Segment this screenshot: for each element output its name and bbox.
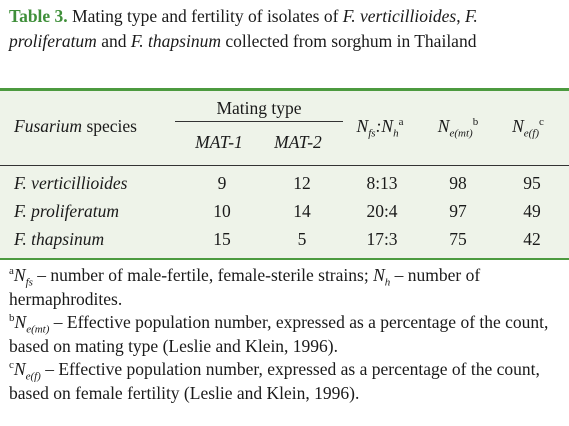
- caption-text: ,: [456, 6, 465, 26]
- caption-text: collected from sorghum in Thailand: [220, 31, 477, 51]
- footnote-text: e(mt): [26, 323, 50, 336]
- value-cell: 9: [217, 173, 227, 193]
- caption-text: F. thapsinum: [130, 31, 221, 51]
- footnote-text: N: [14, 312, 27, 332]
- footnote: cNe(f) – Effective population number, ex…: [9, 358, 565, 405]
- header-text: N: [437, 116, 450, 136]
- header-text: c: [539, 116, 544, 129]
- footnote-text: N: [373, 265, 385, 285]
- header-text: N: [512, 116, 524, 136]
- footnote-text: – number of hermaphrodites.: [9, 265, 481, 309]
- footnote-text: e(f): [25, 370, 41, 383]
- value-cell: 5: [297, 229, 307, 249]
- footnote-mark: b: [9, 312, 15, 325]
- caption-text: F. proliferatum: [9, 6, 478, 51]
- value-cell: 98: [449, 173, 467, 193]
- footnotes: aNfs – number of male-fertile, female-st…: [9, 264, 565, 405]
- header-cell: Mating type: [216, 98, 302, 118]
- header-cell: Ne(f)c: [488, 116, 568, 140]
- header-cell: MAT-2: [274, 132, 322, 152]
- footnote-text: fs: [25, 276, 33, 289]
- caption-label: Table 3.: [9, 6, 68, 26]
- header-text: a: [398, 116, 404, 129]
- header-text: h: [393, 127, 399, 140]
- species-cell: F. thapsinum: [14, 229, 105, 249]
- footnote-mark: c: [9, 359, 14, 372]
- header-cell: MAT-1: [195, 132, 243, 152]
- value-cell: 10: [213, 201, 231, 221]
- header-text: e(f): [523, 127, 540, 140]
- header-cell: Fusarium species: [14, 116, 137, 137]
- footnote-text: N: [13, 265, 26, 285]
- value-cell: 75: [449, 229, 467, 249]
- value-cell: 17:3: [366, 229, 398, 249]
- caption: Table 3. Mating type and fertility of is…: [9, 4, 561, 54]
- value-cell: 97: [449, 201, 467, 221]
- table: Fusarium species Mating type MAT-1 MAT-2…: [0, 88, 569, 260]
- footnote-text: h: [384, 276, 391, 289]
- header-text: fs: [368, 127, 376, 140]
- footnote-text: – Effective population number, expressed…: [9, 312, 549, 356]
- value-cell: 15: [213, 229, 231, 249]
- header-text: Fusarium: [14, 116, 83, 136]
- bottom-rule: [0, 258, 569, 260]
- header-rule: [175, 121, 343, 122]
- footnote-mark: a: [9, 265, 14, 278]
- value-cell: 95: [523, 173, 541, 193]
- top-rule: [0, 88, 569, 91]
- header-text: b: [472, 116, 479, 129]
- header-cell: Nfs:Nha: [340, 116, 420, 140]
- header-text: e(mt): [449, 127, 473, 140]
- value-cell: 8:13: [366, 173, 398, 193]
- value-cell: 12: [293, 173, 311, 193]
- caption-text: F. verticillioides: [342, 6, 457, 26]
- value-cell: 14: [293, 201, 311, 221]
- header-text: species: [82, 116, 137, 136]
- header-text: :N: [375, 116, 394, 136]
- footnote: bNe(mt) – Effective population number, e…: [9, 311, 565, 358]
- footnote-text: – number of male-fertile, female-sterile…: [32, 265, 374, 285]
- footnote-text: N: [13, 359, 26, 379]
- species-cell: F. verticillioides: [14, 173, 128, 193]
- value-cell: 49: [523, 201, 541, 221]
- header-text: N: [356, 116, 369, 136]
- caption-text: Mating type and fertility of isolates of: [72, 6, 343, 26]
- caption-text: and: [96, 31, 131, 51]
- header-rule: [0, 165, 569, 166]
- header-cell: Ne(mt)b: [418, 116, 498, 140]
- footnote: aNfs – number of male-fertile, female-st…: [9, 264, 565, 311]
- value-cell: 20:4: [366, 201, 398, 221]
- footnote-text: – Effective population number, expressed…: [9, 359, 540, 403]
- value-cell: 42: [523, 229, 541, 249]
- species-cell: F. proliferatum: [14, 201, 120, 221]
